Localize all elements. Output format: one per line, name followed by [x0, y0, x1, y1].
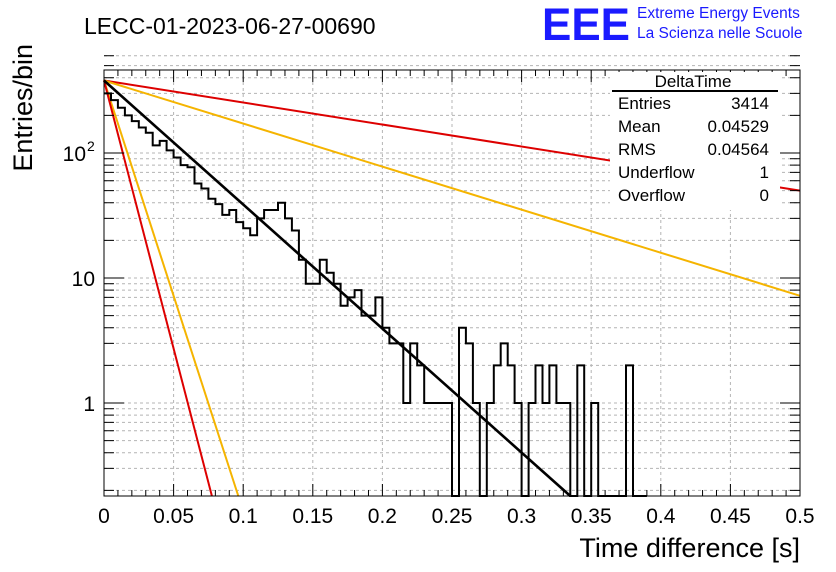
x-tick-labels: 0 0.05 0.1 0.15 0.2 0.25 0.3 0.35 0.4 0.45 0.5	[98, 505, 814, 528]
eee-logo: EEE Extreme Energy Events La Scienza nel…	[542, 0, 802, 50]
stats-box: DeltaTime Entries 3414 Mean 0.04529 RMS 0.045…	[610, 72, 780, 210]
logo-line-2: La Scienza nelle Scuole	[637, 25, 802, 42]
x-tick-label: 0.5	[785, 505, 814, 528]
model-line-orange	[103, 79, 801, 297]
stats-label: RMS	[618, 140, 656, 159]
y-tick-label-exponent: 2	[87, 138, 95, 154]
x-tick-label: 0	[98, 505, 110, 528]
stats-rows: Entries 3414 Mean 0.04529 RMS 0.04564 Underflo…	[618, 94, 769, 205]
run-id-title: LECC-01-2023-06-27-00690	[84, 13, 376, 39]
stats-value: 0.04564	[708, 140, 769, 159]
y-tick-label: 1	[83, 393, 95, 416]
stats-label: Mean	[618, 117, 661, 136]
fit-line	[103, 79, 572, 497]
model-line-red	[103, 80, 213, 497]
stats-box-background	[610, 72, 780, 210]
x-tick-label: 0.3	[507, 505, 536, 528]
x-tick-label: 0.25	[432, 505, 473, 528]
y-axis-label: Entries/bin	[8, 44, 38, 172]
x-axis-label: Time difference [s]	[579, 533, 800, 563]
logo-line-1: Extreme Energy Events	[637, 5, 800, 22]
stats-label: Entries	[618, 94, 671, 113]
stats-value: 0.04529	[708, 117, 769, 136]
x-tick-label: 0.45	[710, 505, 751, 528]
x-tick-label: 0.15	[292, 505, 333, 528]
x-tick-label: 0.35	[571, 505, 612, 528]
stats-value: 3414	[731, 94, 769, 113]
x-tick-label: 0.2	[368, 505, 397, 528]
eee-logo-text: EEE	[542, 0, 630, 50]
y-tick-label: 10	[72, 268, 95, 291]
stats-value: 0	[760, 186, 769, 205]
x-tick-label: 0.05	[153, 505, 194, 528]
stats-title: DeltaTime	[655, 72, 732, 91]
histogram-layer	[104, 92, 647, 497]
stats-label: Overflow	[618, 186, 686, 205]
y-tick-label: 10	[63, 143, 86, 166]
x-tick-label: 0.1	[229, 505, 258, 528]
stats-label: Underflow	[618, 163, 695, 182]
stats-value: 1	[760, 163, 769, 182]
histogram	[104, 92, 647, 497]
model-line-orange	[103, 80, 240, 497]
x-tick-label: 0.4	[646, 505, 676, 528]
